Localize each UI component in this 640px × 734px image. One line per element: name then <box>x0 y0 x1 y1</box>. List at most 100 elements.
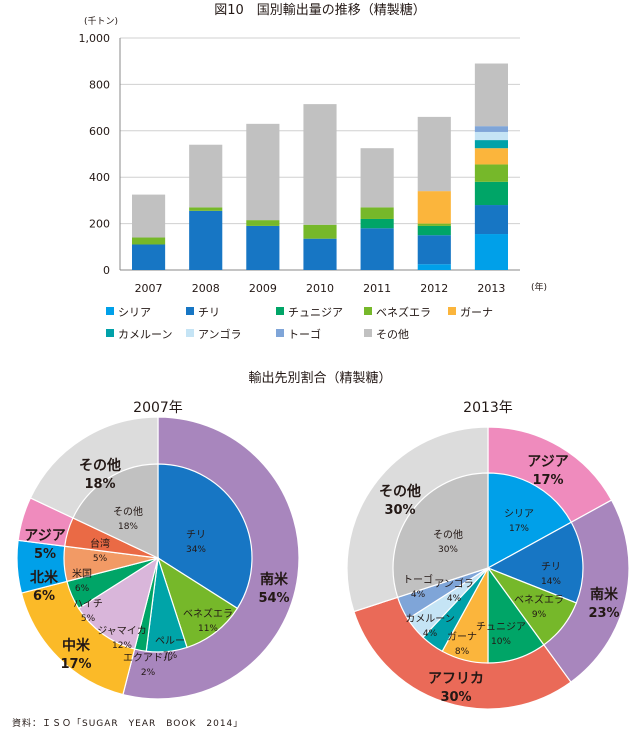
inner-label: 米国 <box>72 567 92 580</box>
inner-pct: 34% <box>186 545 206 555</box>
bar-segment <box>474 131 508 141</box>
x-tick-label: 2011 <box>363 282 391 295</box>
outer-label: 南米 <box>590 586 619 603</box>
inner-slice <box>487 472 573 570</box>
y-tick-label: 200 <box>89 218 110 231</box>
outer-label: その他 <box>79 457 121 474</box>
bar-segment <box>474 234 508 270</box>
bar-segment <box>303 104 337 225</box>
inner-label: エクアドル <box>123 652 173 664</box>
bar-segment <box>246 123 280 221</box>
inner-pct: 2% <box>141 668 156 678</box>
bar-segment <box>474 140 508 149</box>
legend-swatch <box>186 329 194 337</box>
inner-pct: 4% <box>447 594 462 604</box>
legend-swatch <box>106 329 114 337</box>
y-tick-label: 0 <box>103 264 110 277</box>
inner-label: チリ <box>541 561 561 573</box>
bar-segment <box>417 191 451 224</box>
x-unit-label: (年) <box>531 281 547 293</box>
y-tick-label: 1,000 <box>79 32 111 45</box>
x-tick-label: 2012 <box>420 282 448 295</box>
outer-pct: 54% <box>258 591 289 606</box>
inner-label: ペルー <box>155 636 185 647</box>
inner-slice <box>72 463 159 559</box>
legend-swatch <box>448 307 456 315</box>
inner-slice <box>486 521 584 604</box>
source-note: 資料：ＩＳＯ「SUGAR YEAR BOOK 2014」 <box>12 719 244 729</box>
legend-swatch <box>276 329 284 337</box>
inner-label: ハイチ <box>73 598 103 610</box>
y-tick-label: 400 <box>89 171 110 184</box>
bar-segment <box>417 116 451 192</box>
bar-segment <box>360 148 394 208</box>
bar-segment <box>417 235 451 265</box>
x-tick-label: 2010 <box>306 282 334 295</box>
x-tick-label: 2007 <box>135 282 163 295</box>
inner-pct: 4% <box>411 590 426 600</box>
legend-swatch <box>186 307 194 315</box>
inner-pct: 5% <box>81 614 96 624</box>
pie-title: 2007年 <box>133 400 183 416</box>
inner-label: カメルーン <box>405 613 455 625</box>
inner-label: ベネズエラ <box>514 593 564 606</box>
inner-pct: 5% <box>93 554 108 564</box>
bar-segment <box>360 228 394 270</box>
bar-segment <box>132 237 166 245</box>
x-tick-label: 2009 <box>249 282 277 295</box>
inner-slice <box>156 556 239 649</box>
bar-segment <box>246 225 280 270</box>
bar-segment <box>189 144 223 208</box>
inner-label: ジャマイカ <box>97 625 147 637</box>
inner-slice <box>392 472 489 599</box>
legend-label: トーゴ <box>288 327 321 341</box>
legend-label: カメルーン <box>118 328 172 341</box>
outer-pct: 17% <box>532 473 563 488</box>
inner-pct: 12% <box>112 641 132 651</box>
bar-segment <box>132 244 166 270</box>
chart-title: 図10 国別輸出量の推移（精製糖） <box>214 2 426 18</box>
inner-pct: 9% <box>532 610 547 620</box>
x-tick-label: 2013 <box>477 282 505 295</box>
legend-swatch <box>276 307 284 315</box>
legend-label: ガーナ <box>460 306 493 319</box>
inner-label: トーゴ <box>403 573 433 586</box>
legend-label: アンゴラ <box>198 327 242 341</box>
legend-swatch <box>106 307 114 315</box>
bar-segment <box>474 148 508 165</box>
bar-segment <box>303 238 337 270</box>
outer-pct: 6% <box>33 589 55 604</box>
bar-segment <box>474 205 508 235</box>
legend-swatch <box>364 307 372 315</box>
inner-label: チリ <box>186 529 206 541</box>
outer-label: アフリカ <box>428 671 484 687</box>
inner-label: ガーナ <box>447 631 477 643</box>
inner-label: その他 <box>113 505 143 518</box>
outer-pct: 18% <box>84 477 115 492</box>
inner-pct: 11% <box>198 624 218 634</box>
legend-label: ベネズエラ <box>376 305 431 319</box>
section-title: 輸出先別割合（精製糖） <box>248 370 391 386</box>
bar-segment <box>189 207 223 211</box>
inner-label: 台湾 <box>90 537 110 550</box>
bar-segment <box>360 218 394 229</box>
bar-segment <box>474 126 508 132</box>
outer-pct: 17% <box>60 657 91 672</box>
inner-pct: 17% <box>509 524 529 534</box>
outer-label: アジア <box>24 528 65 544</box>
outer-label: 中米 <box>62 637 91 654</box>
y-unit-label: (千トン) <box>84 16 118 27</box>
bar-segment <box>303 224 337 239</box>
outer-label: アジア <box>527 454 568 470</box>
bar-segment <box>360 207 394 219</box>
outer-pct: 23% <box>588 606 619 621</box>
bar-segment <box>474 181 508 206</box>
bar-segment <box>474 63 508 127</box>
inner-pct: 6% <box>75 584 90 594</box>
bar-segment <box>246 220 280 226</box>
inner-slice <box>77 556 159 650</box>
legend-label: チリ <box>198 306 220 319</box>
legend-swatch <box>364 329 372 337</box>
y-tick-label: 600 <box>89 125 110 138</box>
